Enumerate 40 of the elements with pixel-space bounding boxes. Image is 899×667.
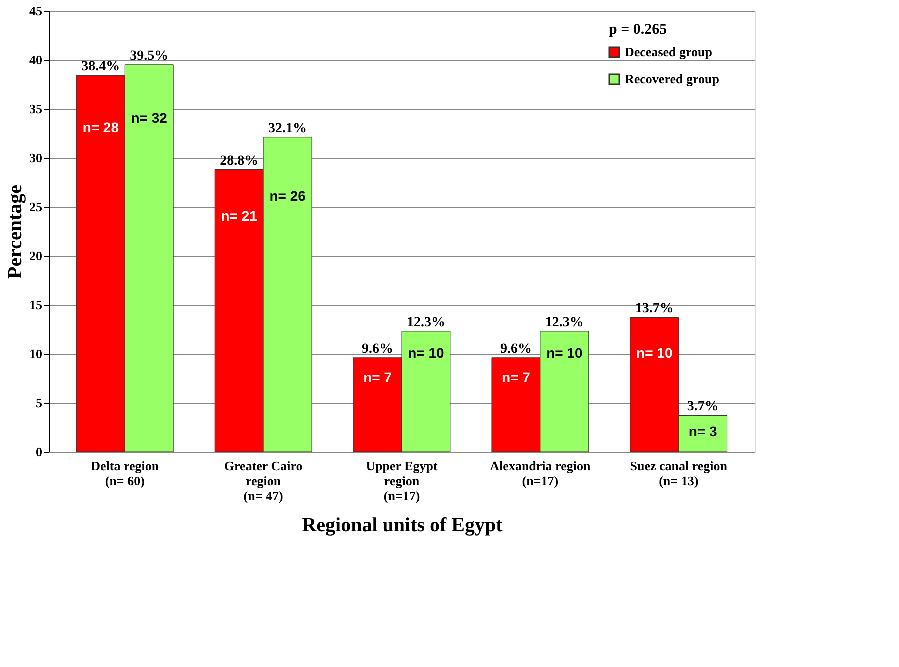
- annotation: n= 21: [221, 208, 258, 224]
- y-tick-label: 5: [36, 396, 43, 410]
- y-tick-label: 25: [30, 200, 43, 214]
- data-label: 12.3%: [406, 315, 446, 330]
- y-tick-label: 30: [30, 150, 42, 166]
- annotation: n= 10: [546, 345, 583, 361]
- data-label: 3.7%: [687, 400, 719, 415]
- annotation: n= 3: [688, 423, 718, 440]
- data-label: 9.6%: [500, 342, 532, 357]
- x-tick-label: Suez canal region (n= 13): [630, 458, 728, 488]
- annotation: n= 7: [502, 370, 531, 386]
- y-tick-label: 0: [36, 444, 42, 460]
- data-label: 28.8%: [220, 154, 259, 169]
- annotation: p = 0.265: [609, 22, 668, 38]
- y-tick-label: 35: [30, 102, 43, 116]
- x-axis-title: Regional units of Egypt: [302, 514, 504, 536]
- y-tick-label: 15: [30, 298, 43, 312]
- legend-label: Recovered group: [625, 72, 720, 86]
- x-tick-label: Alexandria region (n=17): [490, 458, 592, 488]
- x-tick-label: Delta region (n= 60): [91, 458, 160, 488]
- x-tick-label: Upper Egypt region (n=17): [366, 458, 438, 504]
- annotation: n= 26: [270, 188, 306, 204]
- data-label: 9.6%: [362, 342, 394, 357]
- y-axis-title: Percentage: [4, 184, 26, 280]
- y-tick-label: 40: [30, 52, 42, 68]
- x-tick-label: Greater Cairo region (n= 47): [224, 458, 303, 504]
- data-label: 12.3%: [545, 315, 584, 330]
- y-tick-label: 20: [30, 248, 42, 264]
- y-tick-label: 10: [30, 346, 42, 362]
- annotation: n= 32: [131, 110, 168, 126]
- data-label: 13.7%: [635, 302, 674, 317]
- annotation: n= 28: [82, 120, 120, 136]
- annotation: n= 10: [408, 345, 445, 361]
- data-label: 32.1%: [268, 121, 308, 136]
- data-label: 39.5%: [130, 48, 169, 64]
- y-tick-label: 45: [30, 4, 43, 18]
- data-label: 38.4%: [82, 60, 120, 75]
- legend-label: Deceased group: [625, 44, 713, 60]
- annotation: n= 7: [364, 370, 392, 386]
- annotation: n= 10: [636, 345, 673, 361]
